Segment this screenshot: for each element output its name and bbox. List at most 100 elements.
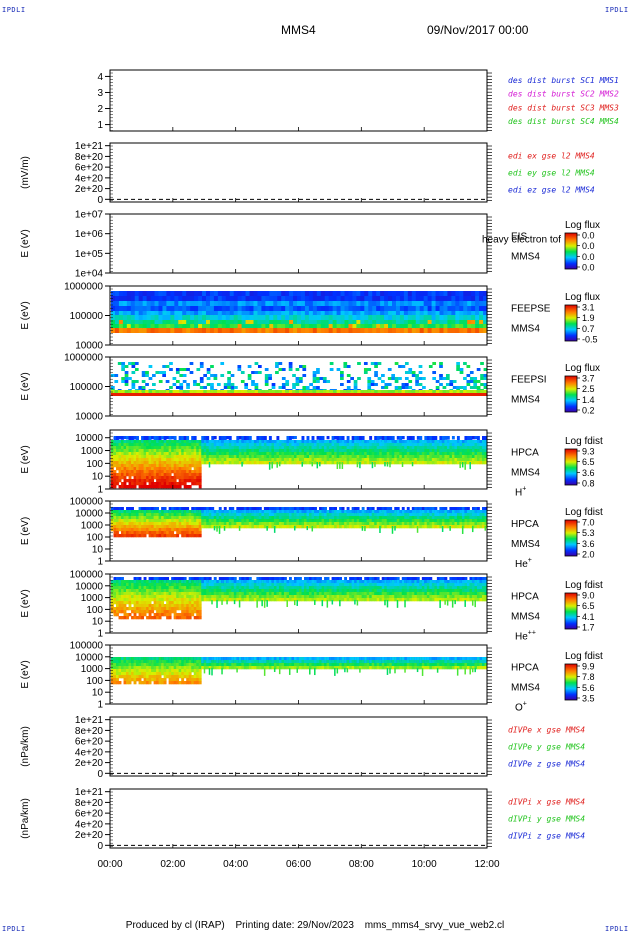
spectrogram-cell: [118, 436, 122, 440]
spectrogram-cell: [176, 443, 180, 447]
spectrogram-cell: [113, 592, 117, 596]
spectrogram-cell: [193, 455, 197, 459]
spectrogram-cell: [357, 393, 362, 396]
spectrogram-cell: [326, 513, 330, 517]
colorbar-title: Log flux: [565, 292, 600, 303]
spectrogram-cell: [111, 479, 114, 483]
spectrogram-cell: [454, 455, 458, 459]
spectrogram-cell: [111, 586, 114, 590]
spectrogram-cell: [136, 476, 139, 480]
spectrogram-cell: [431, 522, 435, 526]
spectrogram-cell: [143, 436, 147, 442]
spectrogram-cell: [156, 461, 160, 465]
spectrogram-cell: [273, 526, 276, 533]
spectrogram-cell: [424, 440, 428, 444]
spectrogram-cell: [128, 461, 132, 465]
spectrogram-cell: [218, 446, 222, 450]
spectrogram-cell: [153, 525, 157, 529]
spectrogram-cell: [114, 301, 120, 306]
spectrogram-cell: [314, 449, 317, 453]
spectrogram-cell: [209, 320, 215, 325]
spectrogram-cell: [455, 320, 460, 325]
spectrogram-cell: [246, 455, 250, 459]
colorbar: [564, 304, 578, 342]
spectrogram-cell: [121, 616, 124, 620]
spectrogram-cell: [181, 467, 185, 471]
spectrogram-cell: [353, 390, 358, 393]
spectrogram-cell: [268, 443, 272, 447]
spectrogram-cell: [176, 458, 180, 462]
spectrogram-cell: [451, 525, 455, 529]
spectrogram-cell: [346, 452, 350, 456]
spectrogram-cell: [288, 436, 292, 442]
spectrogram-cell: [253, 296, 259, 301]
spectrogram-cell: [166, 589, 170, 593]
spectrogram-cell: [176, 446, 180, 450]
spectrogram-cell: [196, 368, 201, 371]
spectrogram-cell: [188, 522, 192, 526]
spectrogram-cell: [293, 513, 297, 517]
spectrogram-cell: [299, 390, 304, 393]
spectrogram-cell: [123, 522, 127, 526]
spectrogram-cell: [439, 525, 443, 529]
spectrogram-cell: [158, 296, 164, 301]
spectrogram-cell: [340, 291, 346, 296]
spectrogram-cell: [431, 315, 437, 320]
spectrogram-cell: [111, 440, 114, 444]
spectrogram-cell: [364, 526, 366, 532]
spectrogram-cell: [309, 516, 312, 520]
spectrogram-cell: [238, 519, 242, 523]
spectrogram-cell: [153, 436, 157, 442]
spectrogram-cell: [443, 311, 449, 316]
spectrogram-cell: [152, 383, 156, 386]
spectrogram-cell: [196, 390, 201, 393]
spectrogram-cell: [216, 383, 221, 386]
spectrogram-cell: [466, 365, 471, 368]
spectrogram-cell: [409, 525, 413, 529]
spectrogram-cell: [133, 446, 137, 450]
spectrogram-cell: [146, 616, 149, 620]
spectrogram-cell: [158, 440, 162, 444]
spectrogram-cell: [141, 455, 144, 459]
spectrogram-cell: [131, 473, 134, 477]
spectrogram-cell: [424, 443, 428, 447]
spectrogram-cell: [223, 440, 227, 444]
spectrogram-cell: [176, 598, 180, 602]
spectrogram-cell: [391, 516, 395, 520]
spectrogram-cell: [246, 510, 250, 514]
spectrogram-cell: [331, 443, 335, 447]
spectrogram-cell: [174, 324, 179, 329]
spectrogram-cell: [404, 449, 408, 453]
spectrogram-cell: [371, 507, 375, 512]
spectrogram-cell: [199, 362, 204, 365]
spectrogram-cell: [316, 377, 320, 380]
spectrogram-cell: [309, 440, 312, 444]
spectrogram-cell: [356, 320, 361, 325]
spectrogram-cell: [334, 513, 337, 517]
spectrogram-cell: [366, 452, 370, 456]
spectrogram-cell: [394, 507, 398, 512]
spectrogram-cell: [143, 513, 147, 517]
spectrogram-cell: [411, 324, 417, 329]
spectrogram-cell: [196, 525, 200, 529]
spectrogram-cell: [253, 525, 257, 529]
spectrogram-cell: [196, 522, 200, 526]
spectrogram-cell: [340, 296, 346, 301]
spectrogram-cell: [131, 458, 134, 462]
spectrogram-cell: [304, 510, 307, 514]
spectrogram-cell: [439, 301, 445, 306]
spectrogram-cell: [146, 522, 149, 526]
spectrogram-cell: [364, 440, 368, 444]
spectrogram-cell: [278, 516, 282, 520]
spectrogram-cell: [218, 455, 222, 459]
spectrogram-cell: [396, 513, 400, 517]
spectrogram-cell: [153, 592, 157, 596]
spectrogram-cell: [118, 301, 124, 306]
spectrogram-cell: [449, 380, 454, 383]
spectrogram-cell: [414, 510, 418, 514]
spectrogram-cell: [131, 371, 136, 374]
spectrogram-cell: [151, 446, 155, 450]
spectrogram-cell: [476, 390, 481, 393]
spectrogram-cell: [198, 479, 202, 483]
spectrogram-cell: [156, 485, 160, 489]
